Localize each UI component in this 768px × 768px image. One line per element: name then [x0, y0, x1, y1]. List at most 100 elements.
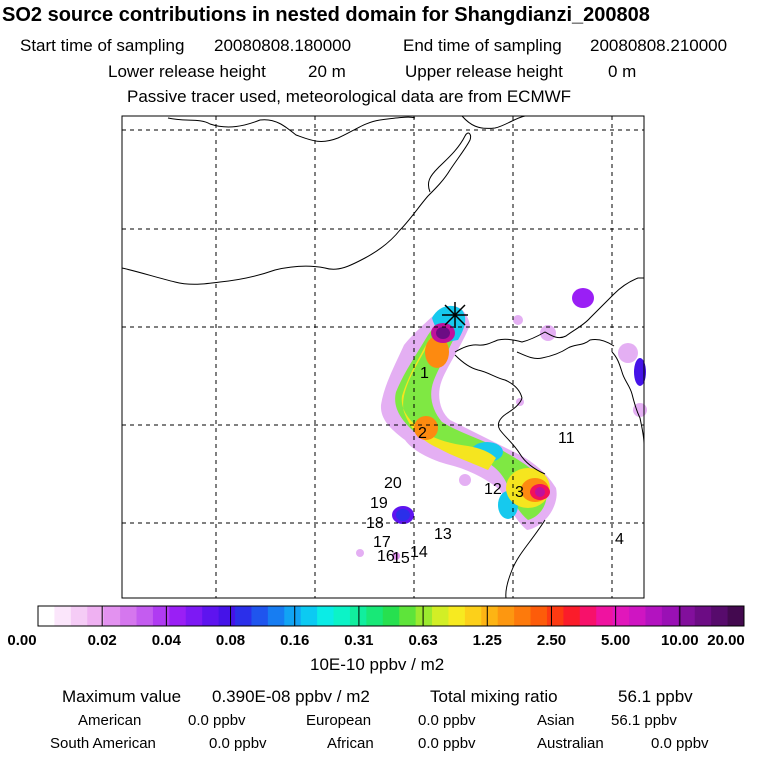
- colorbar-segment: [103, 606, 121, 626]
- northern-border-east: [461, 115, 526, 129]
- colorbar-segment: [596, 606, 614, 626]
- region-name: European: [306, 712, 372, 729]
- receptor-marker: 19: [370, 495, 388, 512]
- colorbar-segment: [399, 606, 417, 626]
- colorbar-segment: [530, 606, 548, 626]
- colorbar-segment: [382, 606, 400, 626]
- region-value: 0.0 ppbv: [188, 712, 246, 729]
- colorbar-segment: [711, 606, 729, 626]
- colorbar-tick-label: 1.25: [472, 632, 502, 649]
- colorbar-tick-label: 0.08: [215, 632, 246, 649]
- region-name: African: [327, 735, 374, 752]
- colorbar-segment: [579, 606, 597, 626]
- colorbar-segment: [678, 606, 696, 626]
- colorbar-tick-label: 0.16: [280, 632, 310, 649]
- colorbar-segment: [70, 606, 88, 626]
- colorbar-segment: [300, 606, 318, 626]
- colorbar-segment: [727, 606, 745, 626]
- colorbar-segment: [432, 606, 449, 626]
- map-frame: [121, 115, 645, 599]
- receptor-marker: 16: [377, 548, 395, 565]
- colorbar-segment: [251, 606, 269, 626]
- colorbar-segment: [120, 606, 138, 626]
- region-value: 0.0 ppbv: [651, 735, 709, 752]
- lower-release-height-label: Lower release height: [108, 62, 266, 81]
- colorbar-segment: [481, 606, 499, 626]
- colorbar-segment: [366, 606, 384, 626]
- max-value-label: Maximum value: [62, 687, 182, 706]
- colorbar-segment: [169, 606, 187, 626]
- receptor-marker: 3: [515, 484, 524, 501]
- coastline-korea: [611, 351, 645, 445]
- colorbar-segment: [563, 606, 581, 626]
- upper-release-height-label: Upper release height: [405, 62, 563, 81]
- start-time-label: Start time of sampling: [20, 36, 185, 55]
- colorbar-segment: [235, 606, 252, 626]
- region-value: 0.0 ppbv: [418, 712, 476, 729]
- receptor-marker: 12: [484, 481, 502, 498]
- region-value: 0.0 ppbv: [418, 735, 476, 752]
- max-value: 0.390E-08 ppbv / m2: [212, 687, 370, 706]
- coastline-main: [454, 277, 644, 353]
- source-star-icon: [442, 302, 468, 328]
- plume-core: [431, 323, 550, 500]
- receptor-marker: 13: [434, 526, 452, 543]
- receptor-marker: 15: [392, 550, 410, 567]
- colorbar-segment: [333, 606, 351, 626]
- colorbar-segment: [629, 606, 646, 626]
- colorbar-segment: [284, 606, 302, 626]
- coastlines: [121, 115, 645, 599]
- receptor-marker: 2: [418, 425, 427, 442]
- receptor-marker: 4: [615, 531, 624, 548]
- colorbar-segment: [87, 606, 105, 626]
- plume-blobs: [392, 288, 646, 560]
- tracer-note: Passive tracer used, meteorological data…: [127, 87, 572, 106]
- colorbar-segment: [694, 606, 712, 626]
- region-name: Asian: [537, 712, 575, 729]
- colorbar-units: 10E-10 ppbv / m2: [310, 655, 445, 674]
- colorbar-segment: [464, 606, 482, 626]
- coastline-shandong: [516, 339, 615, 359]
- region-value: 56.1 ppbv: [611, 712, 677, 729]
- coastline-bohai: [454, 354, 546, 475]
- colorbar-segment: [218, 606, 236, 626]
- colorbar-segment: [415, 606, 433, 626]
- colorbar-tick-label: 0.63: [408, 632, 438, 649]
- colorbar-segment: [54, 606, 72, 626]
- colorbar-segment: [448, 606, 466, 626]
- colorbar-segment: [645, 606, 663, 626]
- total-mixing-value: 56.1 ppbv: [618, 687, 693, 706]
- region-name: American: [78, 712, 142, 729]
- start-time-value: 20080808.180000: [214, 36, 352, 55]
- colorbar-segment: [38, 606, 55, 626]
- colorbar-segment: [267, 606, 285, 626]
- colorbar-tick-label: 10.00: [661, 632, 699, 649]
- upper-release-height-value: 0 m: [608, 62, 637, 81]
- colorbar-frame: [37, 605, 745, 627]
- colorbar-tick-label: 2.50: [536, 632, 567, 649]
- colorbar-segment: [546, 606, 564, 626]
- end-time-value: 20080808.210000: [590, 36, 728, 55]
- receptor-marker: 20: [384, 475, 402, 492]
- inland-border: [121, 132, 471, 285]
- end-time-label: End time of sampling: [403, 36, 562, 55]
- colorbar-segment: [497, 606, 515, 626]
- northern-border: [167, 116, 416, 142]
- colorbar-segment: [185, 606, 203, 626]
- colorbar-tick-label: 0.04: [151, 632, 181, 649]
- colorbar-segment: [661, 606, 679, 626]
- chart-title: SO2 source contributions in nested domai…: [2, 4, 650, 26]
- receptor-marker: 14: [410, 544, 428, 561]
- receptor-marker: 11: [558, 430, 575, 447]
- lower-release-height-value: 20 m: [308, 62, 346, 81]
- colorbar-tick-label: 5.00: [601, 632, 631, 649]
- plume-orange: [414, 336, 549, 502]
- colorbar-segment: [612, 606, 630, 626]
- gridlines: [122, 116, 644, 598]
- receptor-marker: 1: [420, 365, 429, 382]
- receptor-marker: 18: [366, 515, 384, 532]
- colorbar-segment: [152, 606, 170, 626]
- total-mixing-label: Total mixing ratio: [430, 687, 558, 706]
